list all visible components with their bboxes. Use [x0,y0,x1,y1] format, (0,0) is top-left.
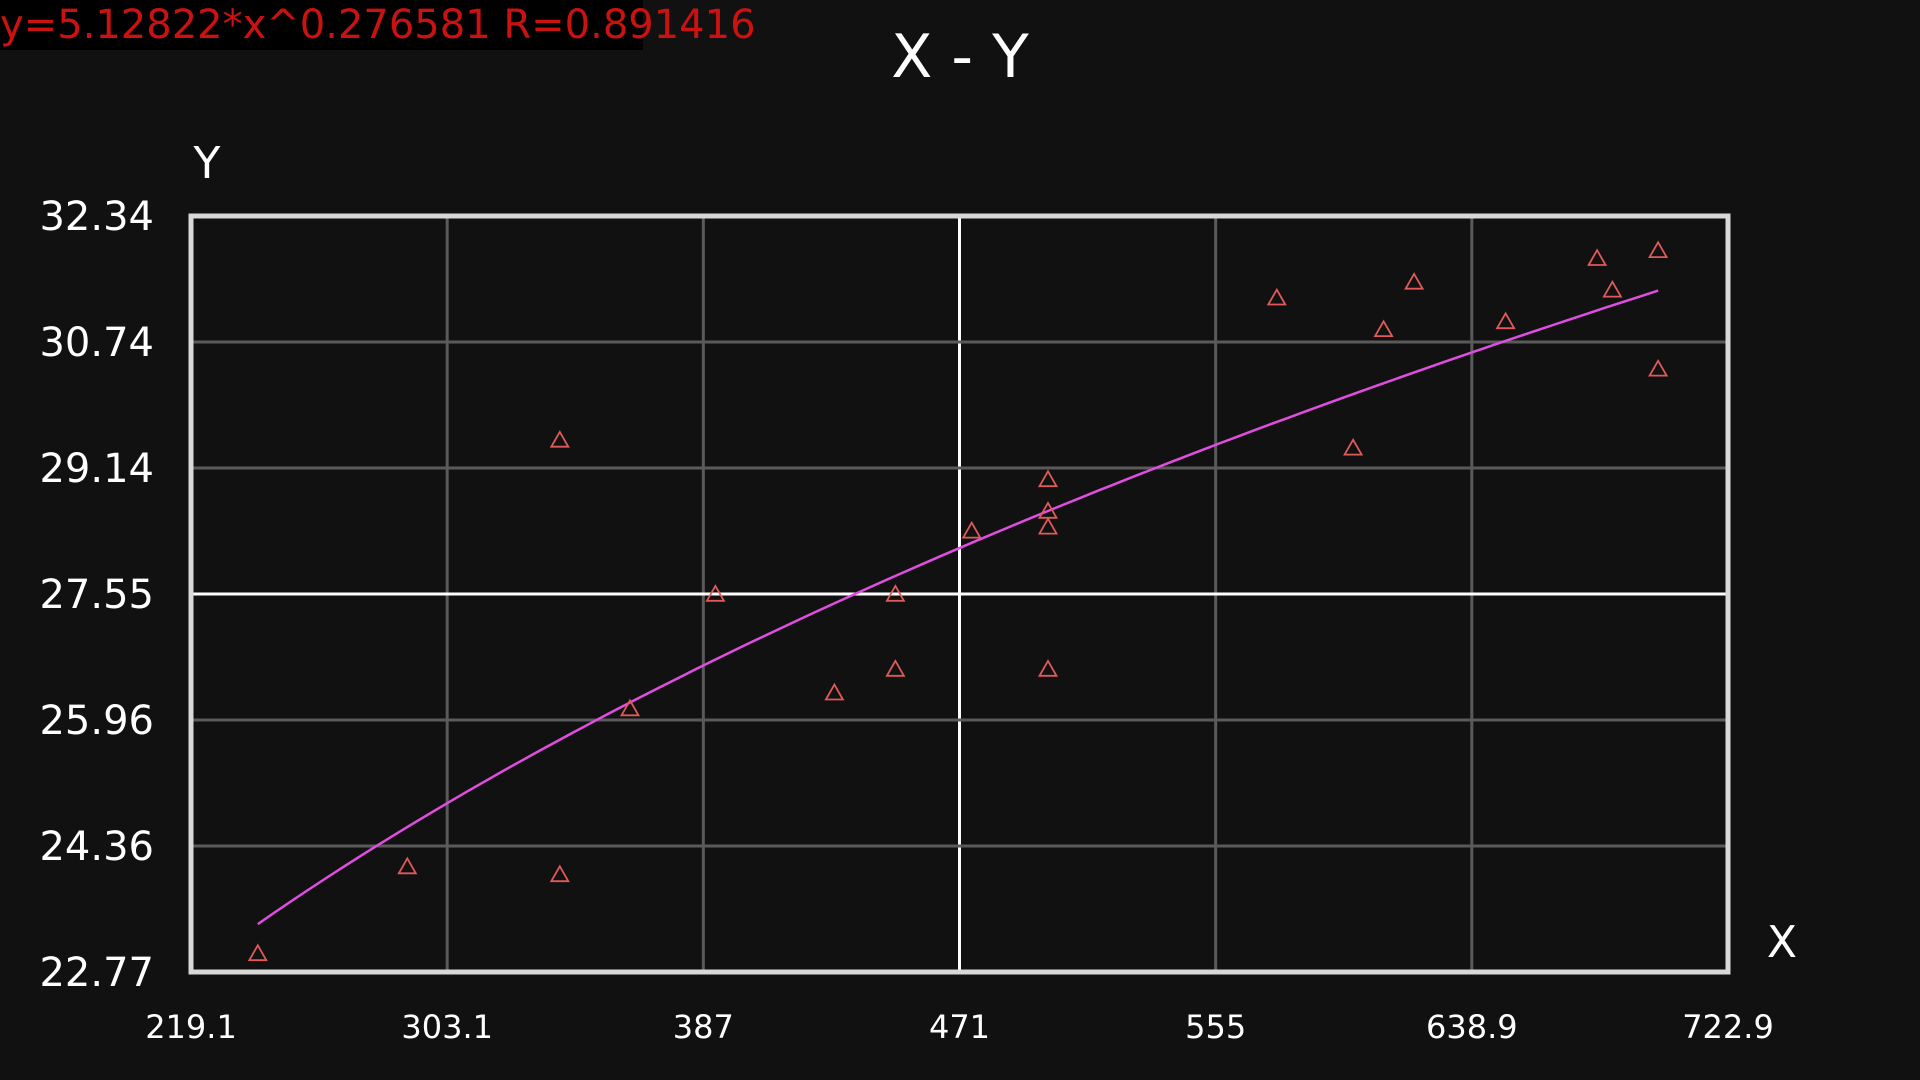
y-tick-label: 22.77 [39,950,154,996]
y-axis-label: Y [193,138,221,189]
y-tick-label: 27.55 [39,572,154,618]
y-tick-label: 30.74 [39,320,154,366]
data-point [1037,501,1059,519]
plot-frame [188,213,1731,975]
data-point [961,520,982,539]
data-points [247,240,1669,962]
data-point [824,682,845,701]
y-tick-label: 24.36 [39,824,154,870]
x-tick-labels: 219.1 303.1 387 471 555 638.9 722.9 [145,1008,1774,1046]
data-point [397,856,418,875]
equation-box: y=5.12822*x^0.276581 R=0.891416 [0,0,756,50]
x-axis-label: X [1767,917,1797,968]
trendline [257,289,1659,926]
data-point [885,584,906,602]
x-tick-label: 555 [1185,1008,1246,1046]
data-point [1037,516,1059,535]
data-point [549,430,570,448]
data-point [1037,659,1059,677]
x-tick-label: 303.1 [401,1008,493,1046]
x-tick-label: 219.1 [145,1008,237,1046]
data-point [885,659,906,677]
data-point [1343,437,1364,456]
x-tick-label: 471 [929,1008,990,1046]
x-tick-label: 722.9 [1682,1008,1774,1046]
y-tick-labels: 22.77 24.36 25.96 27.55 29.14 30.74 32.34 [39,194,154,996]
data-point [1266,287,1287,306]
data-point [1373,319,1394,338]
fit-equation: y=5.12822*x^0.276581 R=0.891416 [0,2,756,48]
data-point [619,698,641,717]
data-point [1404,272,1425,290]
data-point [1602,279,1623,298]
y-tick-label: 25.96 [39,698,154,744]
data-point [247,943,268,962]
fit-curve [257,289,1659,926]
y-tick-label: 29.14 [39,446,154,492]
x-tick-label: 638.9 [1426,1008,1518,1046]
grid [191,216,1728,972]
y-tick-label: 32.34 [39,194,154,240]
data-point [1648,240,1669,259]
data-point [705,584,726,602]
data-point [549,864,570,883]
data-point [1648,358,1669,377]
chart-title: X - Y [891,22,1029,92]
data-point [1495,311,1516,330]
data-point [1587,248,1608,266]
x-tick-label: 387 [673,1008,734,1046]
data-point [1037,469,1059,488]
